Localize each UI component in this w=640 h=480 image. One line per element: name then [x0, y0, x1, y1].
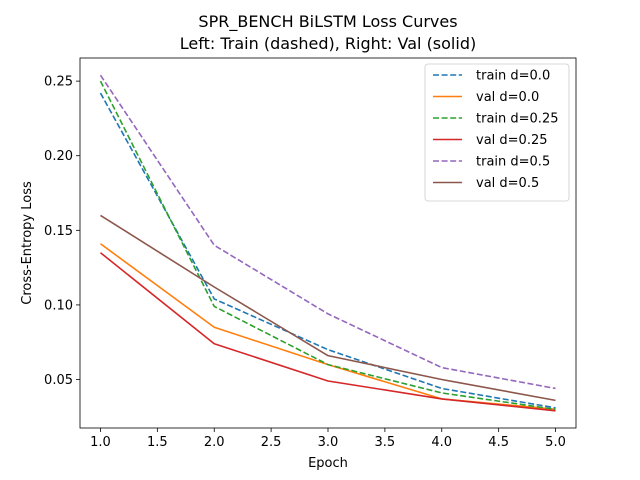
- legend-entry-label: val d=0.0: [476, 90, 539, 105]
- axes-frame: [79, 57, 577, 429]
- series-line-train-d-0-25: [99, 80, 556, 411]
- x-axis-label: Epoch: [308, 456, 348, 471]
- legend-entry-label: train d=0.5: [476, 155, 550, 170]
- x-tick-label: 1.5: [147, 435, 168, 450]
- legend: train d=0.0 val d=0.0 train d=0.25 val d=0.…: [424, 63, 570, 202]
- x-tick-label: 2.5: [261, 435, 282, 450]
- y-axis-label: Cross-Entropy Loss: [20, 181, 35, 305]
- series-line-train-d-0-5: [99, 74, 556, 390]
- legend-entry-label: train d=0.0: [476, 69, 550, 84]
- y-tick-label: 0.10: [44, 298, 73, 313]
- series-layer: [99, 74, 556, 412]
- legend-entry-label: train d=0.25: [476, 112, 558, 127]
- x-tick-label: 3.0: [318, 435, 339, 450]
- x-tick-label: 3.5: [375, 435, 396, 450]
- chart-title: SPR_BENCH BiLSTM Loss Curves: [198, 12, 457, 32]
- series-line-val-d-0-25: [99, 252, 556, 412]
- legend-entry-label: val d=0.5: [476, 176, 539, 191]
- chart-subtitle: Left: Train (dashed), Right: Val (solid): [180, 34, 476, 53]
- series-line-val-d-0-5: [100, 214, 556, 402]
- legend-entry-label: val d=0.25: [476, 133, 548, 148]
- legend-frame: [424, 63, 570, 202]
- y-tick-label: 0.20: [44, 149, 73, 164]
- x-tick-label: 4.5: [488, 435, 509, 450]
- x-tick-label: 2.0: [204, 435, 225, 450]
- x-tick-label: 4.0: [431, 435, 452, 450]
- x-tick-label: 5.0: [545, 435, 566, 450]
- y-tick-label: 0.05: [44, 373, 73, 388]
- x-tick-label: 1.0: [90, 435, 111, 450]
- y-tick-label: 0.25: [44, 75, 73, 90]
- y-tick-label: 0.15: [44, 224, 73, 239]
- ticks-layer: 1.0 1.5 2.0 2.5 3.0 3.5 4.0 4.5 5.0 0.05 0.10 0.15 0…: [44, 75, 566, 450]
